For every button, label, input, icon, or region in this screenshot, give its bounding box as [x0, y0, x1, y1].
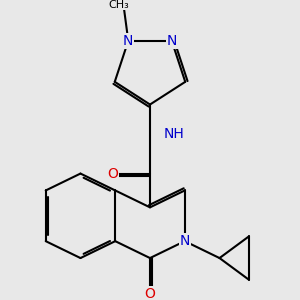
Text: CH₃: CH₃ — [108, 0, 129, 10]
Text: N: N — [123, 34, 134, 48]
Text: N: N — [180, 234, 190, 248]
Text: O: O — [107, 167, 118, 181]
Text: O: O — [145, 287, 155, 300]
Text: N: N — [167, 34, 177, 48]
Text: NH: NH — [164, 127, 184, 141]
